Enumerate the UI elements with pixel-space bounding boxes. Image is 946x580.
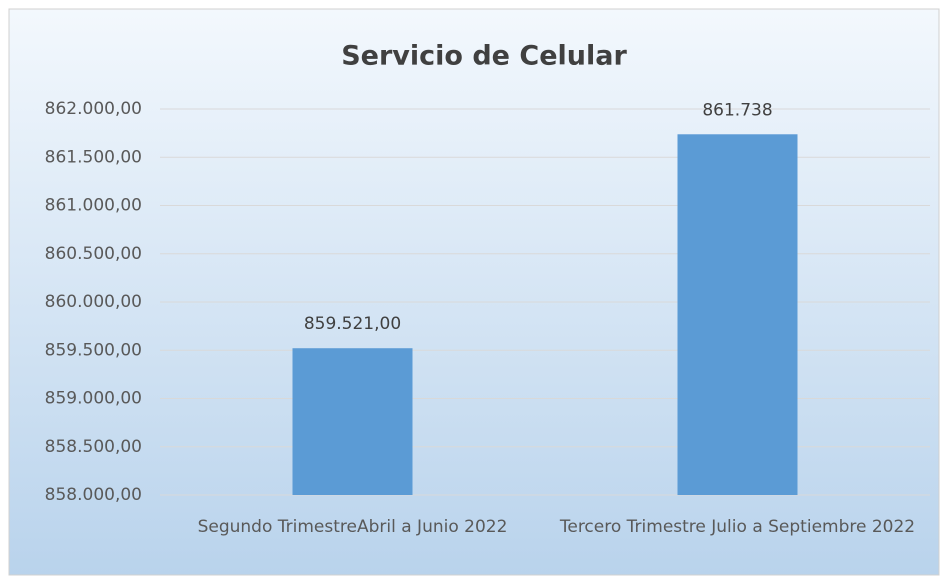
y-tick-label: 859.500,00: [45, 340, 142, 360]
chart-title: Servicio de Celular: [341, 41, 627, 72]
x-tick-label: Tercero Trimestre Julio a Septiembre 202…: [559, 517, 916, 537]
bar: [677, 134, 798, 495]
bar: [292, 348, 413, 495]
value-label: 861.738: [702, 100, 772, 120]
y-tick-label: 860.500,00: [45, 244, 142, 264]
chart-background: [8, 8, 940, 576]
y-tick-label: 858.000,00: [45, 485, 142, 505]
y-tick-label: 858.500,00: [45, 437, 142, 457]
y-tick-label: 861.000,00: [45, 196, 142, 216]
x-tick-label: Segundo TrimestreAbril a Junio 2022: [197, 517, 508, 537]
y-tick-label: 862.000,00: [45, 99, 142, 119]
y-tick-label: 860.000,00: [45, 292, 142, 312]
value-label: 859.521,00: [304, 314, 401, 334]
y-tick-label: 861.500,00: [45, 147, 142, 167]
y-tick-label: 859.000,00: [45, 389, 142, 409]
